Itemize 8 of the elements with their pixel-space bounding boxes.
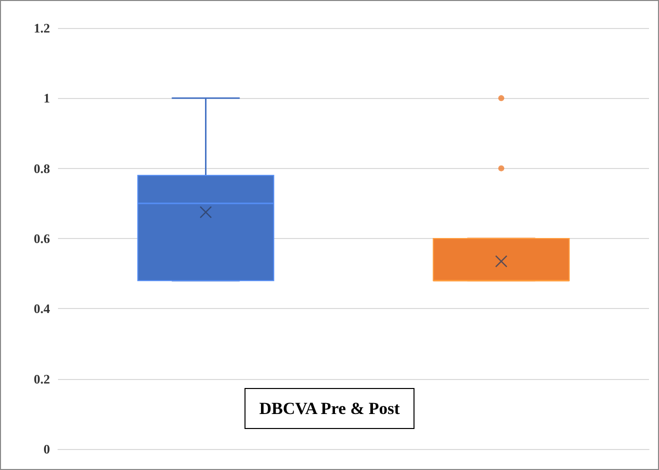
y-tick-label: 0 (44, 442, 50, 456)
y-tick-label: 1.2 (34, 20, 50, 36)
y-tick-label: 0.2 (34, 371, 50, 386)
y-tick-label: 0.6 (34, 231, 50, 246)
y-tick-label: 0.8 (34, 160, 50, 176)
text: DBCVA Pre & Post (259, 399, 400, 418)
y-tick-label: 0.4 (34, 301, 50, 316)
y-tick-label: 1 (44, 90, 50, 106)
